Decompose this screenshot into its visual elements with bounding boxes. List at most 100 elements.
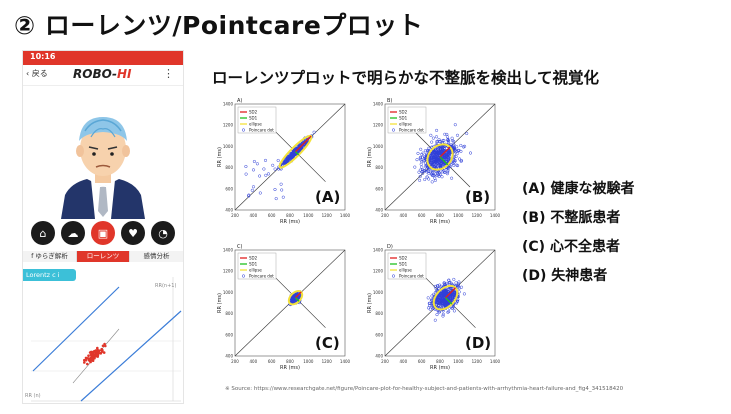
sd2-line [445,287,456,299]
poincare-dot [452,163,456,167]
poincare-dot [446,141,450,145]
poincare-dot [452,309,456,313]
plot-legend-label: ellipse [399,122,412,127]
panel-id: A) [237,98,242,104]
mini-dot [83,358,86,362]
sd-ellipse [278,134,313,169]
mini-dot [87,354,90,357]
poincare-dot [428,307,432,311]
tab-fluctuation[interactable]: f ゆらぎ解析 [23,251,77,262]
poincare-dot [443,132,447,136]
mini-dot [95,353,98,357]
x-tick-label: 800 [286,213,294,218]
poincare-dot [440,148,444,152]
poincare-dot [450,136,454,140]
poincare-dot [435,150,439,154]
poincare-dot [431,136,435,140]
x-tick-label: 1400 [340,213,351,218]
poincare-dot [463,144,467,148]
poincare-dot [258,191,262,195]
heart-hand-icon[interactable]: ♥ [121,221,145,245]
home-icon[interactable]: ⌂ [31,221,55,245]
poincare-dot [432,150,436,154]
poincare-dot [434,135,439,139]
poincare-dot [421,151,425,155]
poincare-dot [436,164,440,168]
poincare-dot [284,160,288,164]
poincare-dot [302,141,306,145]
x-tick-label: 1200 [322,213,333,218]
poincare-dot [435,140,439,144]
back-button[interactable]: ‹ 戻る [26,69,48,78]
chart-icon[interactable]: ◔ [151,221,175,245]
tab-emotion[interactable]: 感情分析 [130,251,183,262]
poincare-panel: 200 400 600 800 1000 1200 14001400120010008006… [367,98,501,225]
poincare-dot [290,156,294,160]
poincare-dot [444,154,448,158]
sd1-line [439,156,449,166]
poincare-dot [453,123,457,127]
poincare-dot [292,293,296,297]
avatar [61,117,145,219]
x-tick-label: 1400 [490,213,501,218]
mini-dot [96,346,99,350]
poincare-dot [277,167,281,171]
poincare-dot [250,188,254,192]
panel-legend: (A) 健康な被験者 (B) 不整脈患者 (C) 心不全患者 (D) 失神患者 [522,178,635,294]
panel-id: D) [387,244,393,250]
poincare-dot [438,149,442,153]
y-tick-label: 600 [375,332,383,337]
sd-ellipse [426,143,454,171]
plot-legend-label: SD2 [399,110,408,115]
y-tick-label: 1200 [373,123,384,128]
app-header: ‹ 戻る ROBO-HI ⋮ [23,65,183,86]
poincare-dot [437,174,441,178]
poincare-panel: 200 400 600 800 1000 1200 14001400120010008006… [217,244,351,371]
poincare-dot [435,147,440,151]
sd-ellipse [432,284,459,311]
poincare-dot [244,164,248,169]
poincare-dot [439,284,443,288]
poincare-dot [459,143,463,148]
y-tick-label: 400 [225,208,233,213]
poincare-dot [273,187,277,192]
poincare-dot [445,156,449,160]
poincare-dot [312,130,316,134]
app-logo: ROBO-HI [73,67,132,81]
back-label: 戻る [31,69,48,78]
brain-icon[interactable]: ☁ [61,221,85,245]
x-tick-label: 200 [381,213,389,218]
poincare-dot [429,133,433,137]
poincare-dot [454,281,458,285]
tab-lorentz[interactable]: ローレンツ [77,251,130,262]
poincare-dot [438,140,442,144]
poincare-figure: 200 400 600 800 1000 1200 14001400120010008006… [217,98,501,371]
poincare-dot [454,301,459,305]
x-tick-label: 200 [231,359,239,364]
sd2-line [295,291,302,299]
poincare-dot [445,172,449,176]
mini-dot [91,350,95,354]
poincare-dot [440,175,444,179]
poincare-dot [426,148,430,152]
poincare-dot [252,159,256,164]
poincare-dot [450,176,454,180]
poincare-dot [430,294,434,298]
x-axis-label: RR (ms) [430,219,450,225]
x-tick-label: 1400 [490,359,501,364]
mini-dot [84,356,88,360]
lorentz-chip[interactable]: Lorentz c i [23,269,76,281]
x-axis-label: RR (ms) [430,365,450,371]
x-axis-label: RR (ms) [280,219,300,225]
poincare-dot [430,140,434,144]
menu-icon[interactable]: ⋮ [163,67,174,80]
y-tick-label: 1200 [373,269,384,274]
poincare-dot [430,160,434,165]
poincare-dot [439,158,443,162]
briefcase-icon[interactable]: ▣ [91,221,115,245]
mini-dot [94,350,97,353]
mini-dot [86,362,89,366]
legend-b: (B) 不整脈患者 [522,210,621,226]
